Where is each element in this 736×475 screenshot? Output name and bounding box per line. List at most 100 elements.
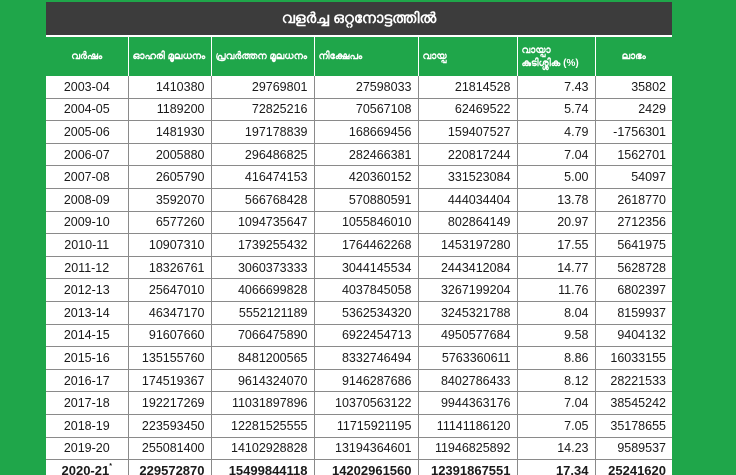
working-capital-cell: 5552121189	[211, 301, 315, 325]
profit-cell: 2712356	[595, 211, 672, 235]
deposit-cell: 570880591	[314, 188, 419, 212]
share-capital-cell: 192217269	[128, 391, 212, 415]
loan-cell: 5763360611	[418, 346, 518, 370]
deposit-cell: 5362534320	[314, 301, 419, 325]
deposit-cell: 70567108	[314, 98, 419, 122]
profit-cell: 25241620	[608, 463, 666, 475]
loan-cell: 1453197280	[418, 233, 518, 257]
table-row: 2018-19 223593450 12281525555 11715921195 11…	[46, 414, 672, 438]
table-row: 2010-11 10907310 1739255432 1764462268 14531…	[46, 233, 672, 257]
loan-arrears-cell: 7.05	[517, 414, 596, 438]
table-row: 2011-12 18326761 3060373333 3044145534 24434…	[46, 256, 672, 280]
deposit-cell: 27598033	[314, 76, 419, 99]
year-cell: 2013-14	[46, 301, 129, 325]
share-capital-cell: 229572870	[128, 459, 212, 475]
loan-arrears-cell: 17.34	[517, 459, 596, 475]
working-capital-cell: 416474153	[211, 165, 315, 189]
working-capital-cell: 12281525555	[211, 414, 315, 438]
profit-cell: -1756301	[595, 120, 672, 144]
loan-cell: 331523084	[418, 165, 518, 189]
header-share-capital: ഓഹരി മൂലധനം	[128, 37, 212, 76]
share-capital-cell: 223593450	[128, 414, 212, 438]
year-cell: 2018-19	[46, 414, 129, 438]
year-cell: 2008-09	[46, 188, 129, 212]
share-capital-cell: 255081400	[128, 437, 212, 461]
growth-table-panel: വളർച്ച ഒറ്റനോട്ടത്തിൽ വർഷം ഓഹരി മൂലധനം പ…	[46, 2, 672, 475]
deposit-cell: 10370563122	[314, 391, 419, 415]
deposit-cell: 168669456	[314, 120, 419, 144]
table-row: 2006-07 2005880 296486825 282466381 22081724…	[46, 143, 672, 167]
loan-arrears-cell: 14.23	[517, 437, 596, 461]
deposit-cell: 4037845058	[314, 278, 419, 302]
profit-cell: 35178655	[595, 414, 672, 438]
share-capital-cell: 1410380	[128, 76, 212, 99]
year-cell: 2015-16	[46, 346, 129, 370]
working-capital-cell: 197178839	[211, 120, 315, 144]
year-cell: 2012-13	[46, 278, 129, 302]
table-row: 2005-06 1481930 197178839 168669456 15940752…	[46, 120, 672, 144]
header-working-capital: പ്രവർത്തന മൂലധനം	[211, 37, 315, 76]
deposit-cell: 9146287686	[314, 369, 419, 393]
loan-cell: 21814528	[418, 76, 518, 99]
working-capital-cell: 4066699828	[211, 278, 315, 302]
header-profit: ലാഭം	[595, 37, 672, 76]
share-capital-cell: 91607660	[128, 324, 212, 348]
loan-cell: 2443412084	[418, 256, 518, 280]
deposit-cell: 1764462268	[314, 233, 419, 257]
deposit-cell: 3044145534	[314, 256, 419, 280]
share-capital-cell: 2605790	[128, 165, 212, 189]
profit-cell: 9589537	[595, 437, 672, 461]
loan-arrears-cell: 17.55	[517, 233, 596, 257]
loan-arrears-cell: 5.00	[517, 165, 596, 189]
year-cell: 2005-06	[46, 120, 129, 144]
working-capital-cell: 296486825	[211, 143, 315, 167]
profit-cell: 5641975	[595, 233, 672, 257]
loan-cell: 802864149	[418, 211, 518, 235]
provisional-marker: *	[109, 463, 112, 471]
table-row: 2012-13 25647010 4066699828 4037845058 32671…	[46, 278, 672, 302]
header-loan: വായ്പ	[418, 37, 518, 76]
working-capital-cell: 1739255432	[211, 233, 315, 257]
loan-cell: 444034404	[418, 188, 518, 212]
share-capital-cell: 135155760	[128, 346, 212, 370]
loan-arrears-cell: 7.43	[517, 76, 596, 99]
loan-arrears-cell: 9.58	[517, 324, 596, 348]
profit-cell: 1562701	[595, 143, 672, 167]
growth-table: വർഷം ഓഹരി മൂലധനം പ്രവർത്തന മൂലധനം നിക്ഷേ…	[46, 37, 672, 475]
working-capital-cell: 9614324070	[211, 369, 315, 393]
loan-cell: 159407527	[418, 120, 518, 144]
deposit-cell: 13194364601	[314, 437, 419, 461]
loan-cell: 3245321788	[418, 301, 518, 325]
loan-arrears-cell: 5.74	[517, 98, 596, 122]
deposit-cell: 420360152	[314, 165, 419, 189]
working-capital-cell: 29769801	[211, 76, 315, 99]
table-row: 2007-08 2605790 416474153 420360152 33152308…	[46, 165, 672, 189]
share-capital-cell: 174519367	[128, 369, 212, 393]
working-capital-cell: 3060373333	[211, 256, 315, 280]
deposit-cell: 14202961560	[314, 459, 419, 475]
year-cell: 2004-05	[46, 98, 129, 122]
working-capital-cell: 11031897896	[211, 391, 315, 415]
loan-cell: 220817244	[418, 143, 518, 167]
table-row: 2009-10 6577260 1094735647 1055846010 802864…	[46, 211, 672, 235]
profit-cell: 16033155	[595, 346, 672, 370]
loan-cell: 3267199204	[418, 278, 518, 302]
profit-cell: 38545242	[595, 391, 672, 415]
year-cell: 2007-08	[46, 165, 129, 189]
table-row-latest: 2020-21* 229572870 15499844118 14202961560 1…	[46, 459, 672, 475]
year-cell: 2011-12	[46, 256, 129, 280]
share-capital-cell: 10907310	[128, 233, 212, 257]
share-capital-cell: 1189200	[128, 98, 212, 122]
year-cell: 2010-11	[46, 233, 129, 257]
working-capital-cell: 14102928828	[211, 437, 315, 461]
table-row: 2015-16 135155760 8481200565 8332746494 5763…	[46, 346, 672, 370]
profit-cell: 2429	[595, 98, 672, 122]
deposit-cell: 8332746494	[314, 346, 419, 370]
profit-cell: 35802	[595, 76, 672, 99]
loan-arrears-cell: 13.78	[517, 188, 596, 212]
share-capital-cell: 46347170	[128, 301, 212, 325]
profit-cell: 8159937	[595, 301, 672, 325]
profit-cell: 2618770	[595, 188, 672, 212]
loan-arrears-cell: 14.77	[517, 256, 596, 280]
working-capital-cell: 72825216	[211, 98, 315, 122]
